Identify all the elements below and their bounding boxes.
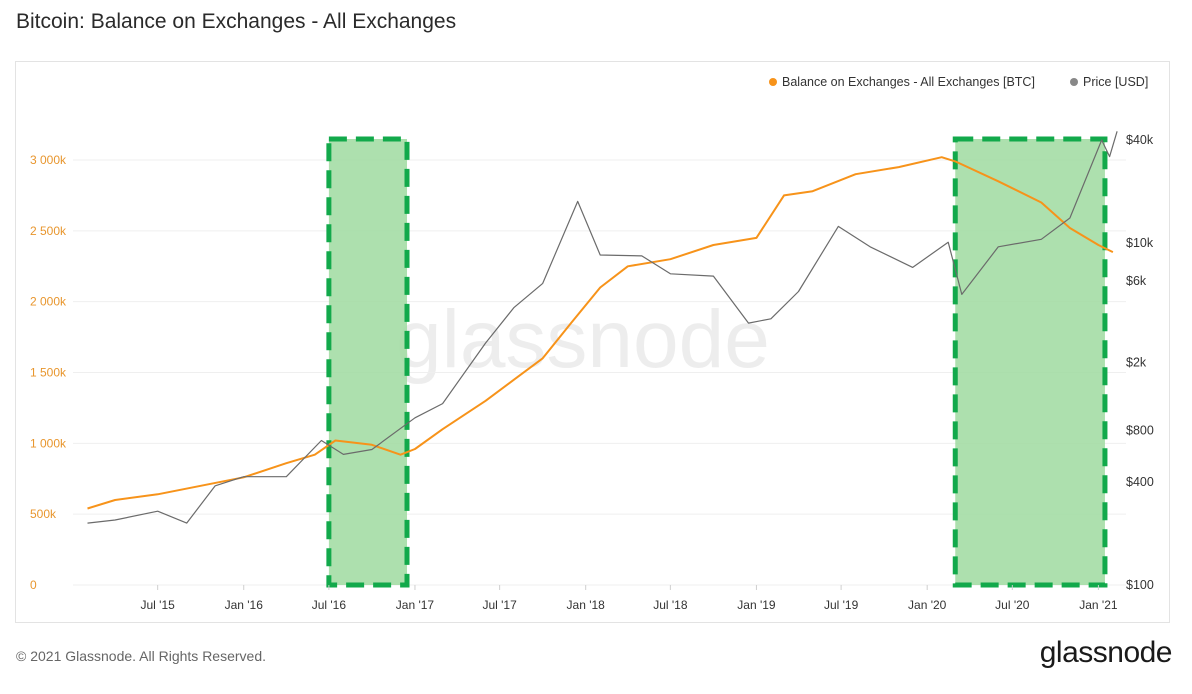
legend: Balance on Exchanges - All Exchanges [BT…: [769, 75, 1148, 89]
x-tick-label: Jul '16: [312, 598, 347, 612]
price-series-line[interactable]: [87, 131, 1118, 524]
legend-marker: [1070, 78, 1078, 86]
highlight-region: [952, 136, 1108, 588]
x-tick-label: Jan '19: [737, 598, 776, 612]
highlight-region: [326, 136, 410, 588]
y-left-tick-label: 3 000k: [30, 153, 67, 167]
y-right-tick-label: $100: [1126, 578, 1154, 592]
brand-logo: glassnode: [1039, 636, 1173, 669]
highlight-regions: [326, 136, 1108, 588]
copyright-text: © 2021 Glassnode. All Rights Reserved.: [16, 648, 267, 664]
x-tick-label: Jul '19: [824, 598, 859, 612]
x-tick-label: Jan '18: [567, 598, 606, 612]
y-right-tick-label: $40k: [1126, 133, 1154, 147]
x-tick-label: Jan '16: [225, 598, 264, 612]
y-right-tick-label: $6k: [1126, 274, 1147, 288]
axes: 0 500k 1 000k 1 500k 2 000k 2 500k 3 000k $100 $…: [30, 133, 1154, 612]
y-right-tick-label: $800: [1126, 424, 1154, 438]
balance-series-line[interactable]: [87, 156, 1114, 510]
legend-label[interactable]: Balance on Exchanges - All Exchanges [BT…: [782, 75, 1035, 89]
y-left-tick-label: 1 500k: [30, 366, 67, 380]
x-tick-label: Jul '18: [653, 598, 688, 612]
y-right-tick-label: $2k: [1126, 356, 1147, 370]
series-lines: [87, 131, 1118, 524]
chart-panel: glassnode 0 500k 1 000k 1 500k 2 000k 2 500k 3…: [15, 61, 1170, 623]
x-tick-label: Jul '17: [482, 598, 517, 612]
y-left-tick-label: 2 000k: [30, 295, 67, 309]
y-right-tick-label: $400: [1126, 475, 1154, 489]
legend-label[interactable]: Price [USD]: [1083, 75, 1148, 89]
legend-marker: [769, 78, 777, 86]
x-tick-label: Jul '15: [141, 598, 176, 612]
x-tick-label: Jan '17: [396, 598, 435, 612]
x-tick-label: Jan '20: [908, 598, 947, 612]
y-left-tick-label: 1 000k: [30, 436, 67, 450]
y-left-tick-label: 0: [30, 578, 37, 592]
y-right-tick-label: $10k: [1126, 236, 1154, 250]
x-tick-label: Jan '21: [1079, 598, 1118, 612]
page-title: Bitcoin: Balance on Exchanges - All Exch…: [16, 10, 457, 33]
y-left-tick-label: 500k: [30, 507, 57, 521]
y-left-tick-label: 2 500k: [30, 224, 67, 238]
x-tick-label: Jul '20: [995, 598, 1030, 612]
